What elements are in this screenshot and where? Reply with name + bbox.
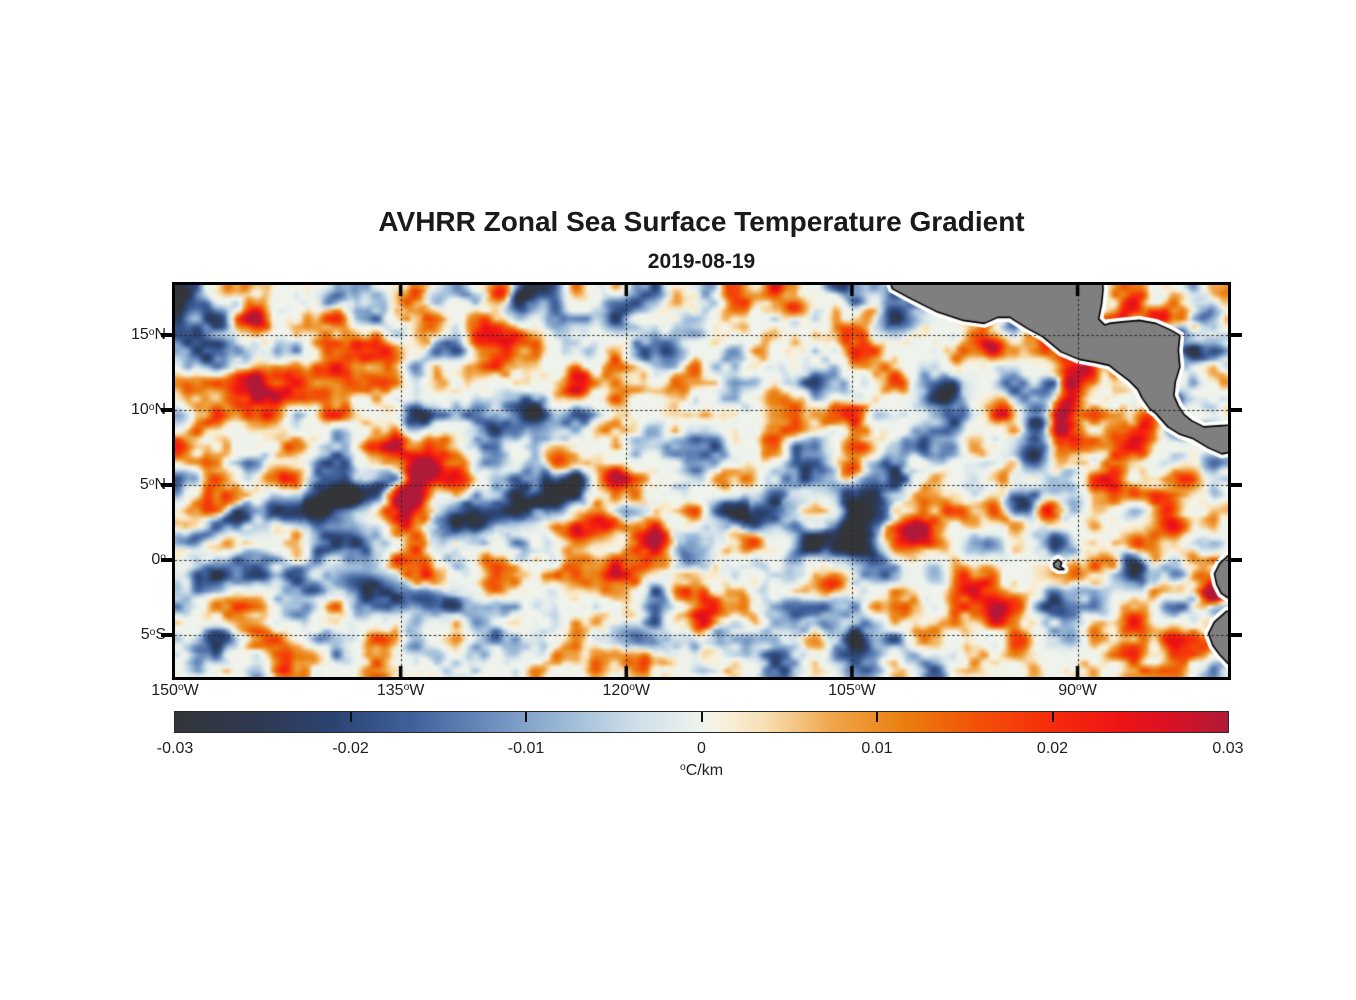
colorbar-tick — [1051, 712, 1054, 722]
x-tick-label: 150oW — [127, 682, 223, 700]
unit-text: C/km — [685, 762, 724, 779]
degree-symbol: o — [679, 762, 686, 774]
colorbar — [174, 711, 1229, 733]
colorbar-tick-label: -0.03 — [156, 740, 194, 757]
sst-gradient-map-canvas — [175, 285, 1228, 677]
y-axis-tick — [161, 483, 172, 488]
tick-label-part: 5 — [140, 626, 150, 644]
tick-label-part: o — [854, 682, 861, 694]
tick-label-part: W — [183, 682, 199, 699]
tick-label-part: o — [1076, 682, 1082, 694]
colorbar-tick-label: 0 — [697, 740, 706, 757]
y-tick-label: 5oS — [0, 624, 166, 646]
tick-label-part: o — [160, 551, 166, 563]
tick-label-part: o — [629, 682, 635, 694]
tick-label-part: 135 — [376, 682, 404, 699]
y-tick-label: 5oN — [0, 474, 166, 496]
tick-label-part: 5 — [139, 476, 149, 494]
colorbar-tick — [525, 712, 527, 722]
x-tick-label: 120oW — [578, 682, 674, 700]
tick-label-part: 150 — [151, 682, 178, 699]
y-axis-tick — [1231, 408, 1242, 413]
tick-label-part: W — [634, 682, 651, 699]
colorbar-tick — [700, 712, 703, 722]
tick-label-part: S — [155, 626, 166, 643]
tick-label-part: o — [149, 626, 156, 638]
tick-label-part: 120 — [602, 682, 630, 699]
y-tick-label: 0o — [0, 549, 166, 571]
tick-label-part: W — [1081, 682, 1097, 699]
colorbar-tick — [349, 712, 352, 722]
x-tick-label: 90oW — [1030, 682, 1126, 700]
chart-title: AVHRR Zonal Sea Surface Temperature Grad… — [378, 206, 1025, 237]
x-tick-label: 105oW — [804, 682, 900, 700]
y-axis-tick — [1231, 633, 1242, 638]
colorbar-gradient — [175, 712, 1228, 732]
tick-label-part: N — [154, 476, 166, 493]
tick-label-part: 10 — [130, 401, 149, 419]
y-axis-tick — [1231, 558, 1242, 563]
tick-label-part: o — [403, 682, 410, 694]
tick-label-part: 105 — [828, 682, 855, 699]
map-axes-frame — [172, 282, 1231, 680]
tick-label-part: 0 — [151, 551, 161, 569]
tick-label-part: o — [148, 326, 155, 338]
y-tick-label: 15oN — [0, 324, 166, 346]
tick-label-part: N — [154, 401, 166, 418]
tick-label-part: 15 — [130, 326, 149, 344]
colorbar-tick-label: 0.03 — [1212, 740, 1244, 757]
colorbar-tick-label: 0.01 — [861, 740, 893, 757]
colorbar-tick — [876, 712, 878, 722]
tick-label-part: o — [148, 401, 155, 413]
tick-label-part: W — [409, 682, 425, 699]
tick-label-part: o — [177, 682, 184, 694]
y-axis-tick — [161, 333, 172, 338]
y-axis-tick — [1231, 333, 1242, 338]
x-tick-label: 135oW — [353, 682, 449, 700]
tick-label-part: W — [860, 682, 876, 699]
tick-label-part: N — [154, 326, 166, 343]
colorbar-tick-label: 0.02 — [1036, 740, 1069, 757]
chart-date-subtitle: 2019-08-19 — [647, 250, 756, 273]
y-tick-label: 10oN — [0, 399, 166, 421]
colorbar-tick-label: -0.01 — [507, 740, 545, 757]
y-axis-tick — [161, 408, 172, 413]
y-axis-tick — [161, 558, 172, 563]
tick-label-part: 90 — [1058, 682, 1077, 699]
colorbar-unit-label: oC/km — [175, 762, 1228, 780]
y-axis-tick — [161, 633, 172, 638]
colorbar-tick-label: -0.02 — [332, 740, 369, 757]
y-axis-tick — [1231, 483, 1242, 488]
tick-label-part: o — [148, 476, 155, 488]
